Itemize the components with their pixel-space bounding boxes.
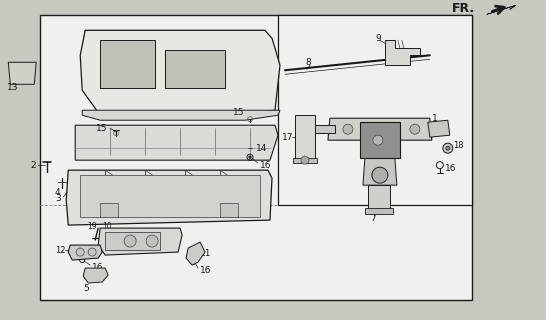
Polygon shape xyxy=(100,40,155,88)
Text: 16: 16 xyxy=(260,161,271,170)
Circle shape xyxy=(76,248,84,256)
Polygon shape xyxy=(368,185,390,210)
Polygon shape xyxy=(83,268,108,283)
Circle shape xyxy=(410,124,420,134)
Polygon shape xyxy=(80,175,260,217)
Circle shape xyxy=(372,167,388,183)
Circle shape xyxy=(88,248,96,256)
Text: 17: 17 xyxy=(282,133,294,142)
Text: 14: 14 xyxy=(256,144,268,153)
Text: 16: 16 xyxy=(200,266,212,275)
Text: 12: 12 xyxy=(55,245,66,255)
Polygon shape xyxy=(82,110,280,120)
Polygon shape xyxy=(98,228,182,255)
Polygon shape xyxy=(487,5,516,14)
Text: 4: 4 xyxy=(54,188,60,196)
Circle shape xyxy=(249,156,251,158)
Polygon shape xyxy=(365,208,393,214)
Circle shape xyxy=(124,235,136,247)
Circle shape xyxy=(373,135,383,145)
Text: 13: 13 xyxy=(7,83,19,92)
Text: 9: 9 xyxy=(375,34,381,43)
Text: 1: 1 xyxy=(432,114,437,123)
Text: 15: 15 xyxy=(233,108,245,117)
Polygon shape xyxy=(428,120,450,137)
Polygon shape xyxy=(385,40,420,65)
Text: 6: 6 xyxy=(145,245,151,255)
Polygon shape xyxy=(360,122,400,158)
Text: 11: 11 xyxy=(200,249,212,258)
Circle shape xyxy=(446,146,450,150)
Text: 16: 16 xyxy=(445,164,456,173)
Text: 15: 15 xyxy=(96,124,108,133)
Polygon shape xyxy=(310,125,335,133)
Text: 19: 19 xyxy=(87,221,97,231)
Polygon shape xyxy=(40,15,472,300)
Text: 2: 2 xyxy=(30,161,36,170)
Text: 3: 3 xyxy=(55,194,61,203)
Polygon shape xyxy=(75,125,278,160)
Polygon shape xyxy=(165,50,225,88)
Text: 18: 18 xyxy=(453,141,464,150)
Text: 16: 16 xyxy=(92,262,104,272)
Polygon shape xyxy=(278,15,472,205)
Polygon shape xyxy=(220,203,238,217)
Circle shape xyxy=(343,124,353,134)
Text: 10: 10 xyxy=(102,221,112,231)
Polygon shape xyxy=(328,118,432,140)
Polygon shape xyxy=(8,62,36,84)
Polygon shape xyxy=(80,30,280,115)
Polygon shape xyxy=(295,115,315,160)
Text: 5: 5 xyxy=(83,284,89,292)
Polygon shape xyxy=(100,203,118,217)
Polygon shape xyxy=(363,158,397,185)
Polygon shape xyxy=(186,242,205,265)
Circle shape xyxy=(146,235,158,247)
Text: 8: 8 xyxy=(305,58,311,67)
Circle shape xyxy=(443,143,453,153)
Circle shape xyxy=(301,156,309,164)
Polygon shape xyxy=(66,170,272,225)
Polygon shape xyxy=(105,232,160,250)
Text: 7: 7 xyxy=(370,214,376,223)
Polygon shape xyxy=(68,245,102,260)
Text: FR.: FR. xyxy=(452,2,475,15)
Polygon shape xyxy=(293,158,317,163)
